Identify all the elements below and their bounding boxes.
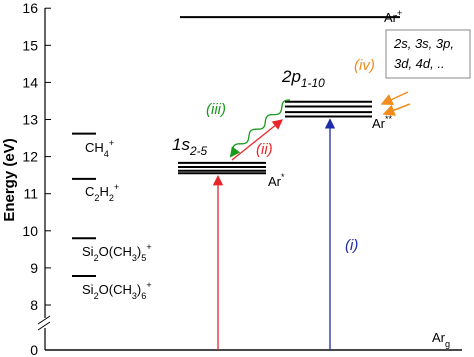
label-part: 3 (132, 253, 137, 263)
level-label: Ar** (372, 114, 393, 131)
level-label: Si2O(CH3)6+ (82, 280, 152, 301)
label-part: 5 (141, 253, 146, 263)
y-tick-label: 11 (23, 186, 38, 202)
label-part: Ar (384, 10, 398, 25)
y-tick-label: 15 (22, 37, 38, 53)
label-part: 4 (104, 149, 109, 159)
label-part: CH (85, 140, 104, 155)
box-text: 3d, 4d, .. (394, 56, 445, 71)
label-part: 2 (94, 193, 99, 203)
label-part: O(CH (99, 244, 132, 259)
label-part: Si (82, 282, 94, 297)
label-part: ) (137, 244, 141, 259)
label-part: * (281, 172, 285, 182)
label-part: 6 (141, 291, 146, 301)
y-tick-label: 8 (30, 297, 38, 313)
level-label: CH4+ (85, 138, 114, 159)
label-part: ** (385, 114, 393, 124)
label-part: 1-10 (301, 76, 325, 90)
y-tick-label: 10 (22, 223, 38, 239)
arrow-ii (231, 119, 284, 161)
transition-label: (i) (345, 237, 358, 254)
label-part: Ar (372, 116, 386, 131)
transition-label: (iv) (354, 57, 375, 74)
transition-label: (ii) (256, 141, 273, 158)
label-part: Ar (432, 330, 446, 345)
label-part: 2 (94, 253, 99, 263)
box-text: 2s, 3s, 3p, (393, 36, 454, 51)
label-part: 2p (281, 67, 301, 86)
label-part: 2-5 (189, 144, 208, 158)
y-axis-title: Energy (eV) (1, 138, 18, 221)
label-part: ) (137, 282, 141, 297)
label-part: + (114, 182, 119, 192)
y-tick-label: 16 (22, 0, 38, 16)
arrow-iv (382, 103, 411, 116)
y-tick-label: 12 (22, 149, 38, 165)
axis-break (37, 315, 52, 331)
label-part: 2 (94, 291, 99, 301)
arrow-iii (229, 99, 290, 158)
level-label: C2H2+ (85, 182, 119, 203)
label-part: 2 (109, 193, 114, 203)
arrow-iv (380, 91, 409, 106)
label-part: + (146, 280, 151, 290)
state-label: 1s2-5 (172, 135, 208, 158)
label-part: 3 (132, 291, 137, 301)
label-part: + (109, 138, 114, 148)
label-part: g (445, 339, 450, 349)
level-label: Si2O(CH3)5+ (82, 242, 152, 263)
transition-label: (iii) (206, 101, 226, 118)
label-part: O(CH (99, 282, 132, 297)
y-tick-label: 9 (30, 260, 38, 276)
state-label: 2p1-10 (281, 67, 325, 90)
label-part: + (397, 8, 402, 18)
orbital-box (385, 29, 471, 79)
label-part: + (146, 242, 151, 252)
level-label: Ar* (268, 172, 285, 189)
label-part: Ar (268, 174, 282, 189)
y-tick-label: 0 (30, 342, 38, 357)
y-tick-label: 14 (22, 74, 38, 90)
label-part: Si (82, 244, 94, 259)
level-label: Ar+ (384, 8, 402, 25)
label-part: C (85, 184, 94, 199)
label-part: H (99, 184, 108, 199)
level-label: Arg (432, 330, 450, 349)
label-part: 1s (172, 135, 190, 154)
y-tick-label: 13 (22, 112, 38, 128)
